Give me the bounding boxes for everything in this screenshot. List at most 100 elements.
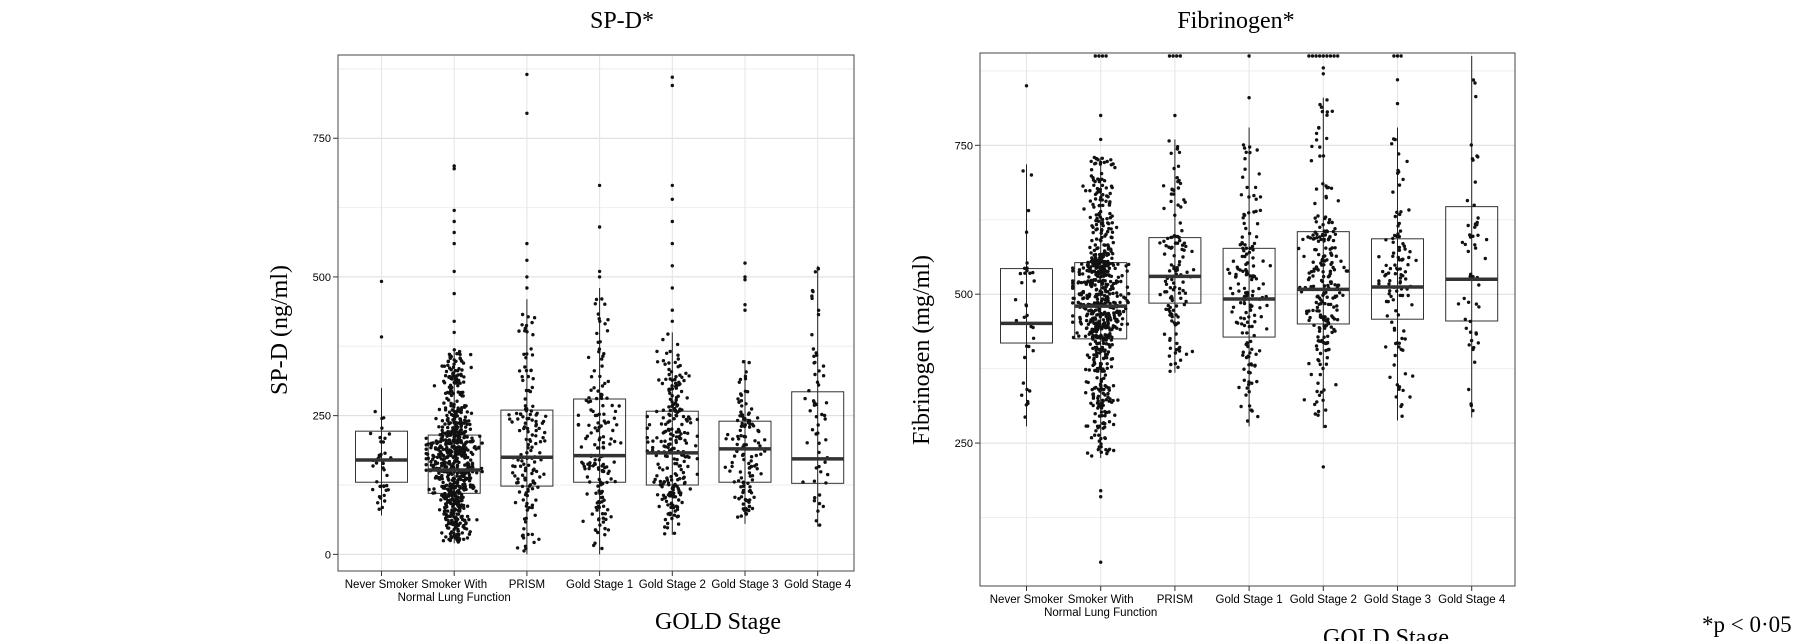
data-point <box>597 350 601 354</box>
data-point <box>1175 54 1179 58</box>
box-group <box>573 183 627 555</box>
data-point <box>1328 54 1333 58</box>
data-point <box>1099 299 1104 304</box>
data-point <box>537 426 541 431</box>
data-point <box>1071 281 1075 286</box>
data-point <box>685 396 689 400</box>
data-point <box>587 423 591 427</box>
data-point <box>1095 300 1100 305</box>
data-point <box>526 487 530 492</box>
data-point <box>675 383 679 388</box>
data-point <box>536 485 540 489</box>
data-point <box>1094 348 1098 352</box>
data-point <box>812 479 817 483</box>
data-point <box>378 484 383 489</box>
data-point <box>466 448 470 452</box>
data-point <box>1111 263 1116 267</box>
data-point <box>652 480 656 484</box>
data-point <box>534 441 538 446</box>
data-point <box>600 489 604 494</box>
data-point <box>452 440 457 444</box>
data-point <box>1116 275 1121 279</box>
data-point <box>1093 328 1098 332</box>
data-point <box>1183 291 1188 295</box>
data-point <box>661 468 665 472</box>
data-point <box>1121 309 1126 314</box>
data-point <box>595 429 600 433</box>
data-point <box>446 363 450 367</box>
data-point <box>824 481 828 485</box>
data-point <box>1184 299 1188 304</box>
data-point <box>429 460 433 464</box>
data-point <box>452 500 456 504</box>
data-point <box>1247 380 1251 384</box>
data-point <box>1103 436 1107 440</box>
y-axis-title: SP-D (ng/ml) <box>267 265 293 395</box>
data-point <box>1268 264 1273 268</box>
data-point <box>668 377 672 381</box>
data-point <box>670 183 674 188</box>
data-point <box>1101 193 1105 197</box>
box-group <box>1000 84 1053 427</box>
data-point <box>1089 168 1094 172</box>
data-point <box>517 369 522 373</box>
data-point <box>460 406 464 410</box>
data-point <box>373 409 377 414</box>
data-point <box>1377 279 1381 283</box>
data-point <box>538 440 543 444</box>
data-point <box>1179 296 1183 300</box>
data-point <box>1242 301 1247 306</box>
data-point <box>661 359 666 363</box>
data-point <box>1231 259 1236 263</box>
data-point <box>521 498 525 502</box>
data-point <box>755 467 759 471</box>
data-point <box>1323 301 1327 306</box>
data-point <box>736 434 740 439</box>
data-point <box>1169 295 1174 299</box>
data-point <box>645 436 649 440</box>
data-point <box>811 347 816 351</box>
data-point <box>1085 353 1090 357</box>
data-point <box>1326 334 1330 338</box>
data-point <box>608 442 612 446</box>
data-point <box>668 437 673 441</box>
data-point <box>1092 321 1096 325</box>
data-point <box>426 456 430 460</box>
data-point <box>731 437 735 441</box>
data-point <box>1242 316 1247 321</box>
data-point <box>538 475 542 479</box>
data-point <box>1456 302 1461 306</box>
data-point <box>595 501 599 505</box>
data-point <box>1105 264 1109 268</box>
data-point <box>589 431 593 435</box>
data-point <box>378 435 382 440</box>
category-label: Gold Stage 3 <box>1364 594 1431 606</box>
data-point <box>1092 356 1096 361</box>
data-point <box>1103 310 1107 314</box>
data-point <box>522 462 526 466</box>
data-point <box>1093 197 1098 201</box>
data-point <box>810 288 815 293</box>
data-point <box>516 417 520 421</box>
data-point <box>521 533 525 537</box>
data-point <box>1169 199 1173 204</box>
data-point <box>1178 238 1182 243</box>
data-point <box>530 418 534 422</box>
data-point <box>1242 323 1247 328</box>
data-point <box>531 333 535 337</box>
box <box>355 430 408 483</box>
box <box>645 410 699 486</box>
data-point <box>525 407 529 411</box>
data-point <box>1239 316 1243 320</box>
data-point <box>463 518 467 523</box>
data-point <box>597 183 602 188</box>
data-point <box>1114 319 1118 323</box>
data-point <box>675 515 679 519</box>
data-point <box>424 463 428 467</box>
data-point <box>661 408 666 412</box>
data-point <box>1392 326 1397 330</box>
data-point <box>1474 332 1479 336</box>
data-point <box>453 374 457 378</box>
data-point <box>469 411 474 415</box>
data-point <box>1248 308 1253 312</box>
